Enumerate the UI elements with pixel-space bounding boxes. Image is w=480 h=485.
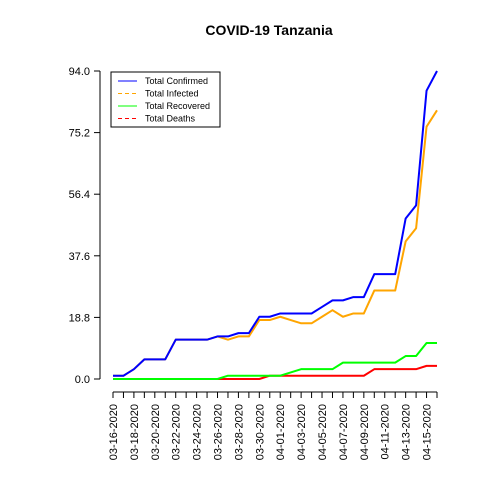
legend-label: Total Deaths [145, 114, 196, 124]
x-tick-label: 04-07-2020 [338, 404, 350, 460]
x-tick-label: 03-18-2020 [129, 404, 141, 460]
x-tick-label: 04-01-2020 [275, 404, 287, 460]
x-tick-label: 03-22-2020 [171, 404, 183, 460]
x-tick-label: 04-03-2020 [296, 404, 308, 460]
x-tick-label: 03-24-2020 [192, 404, 204, 460]
x-tick-label: 04-09-2020 [359, 404, 371, 460]
x-tick-label: 04-15-2020 [422, 404, 434, 460]
legend: Total Confirmed Total Infected Total Recov… [110, 71, 221, 128]
series-line-total-deaths [113, 364, 437, 380]
legend-label: Total Infected [145, 89, 199, 99]
y-tick-label: 18.8 [69, 312, 90, 324]
legend-label: Total Recovered [145, 101, 210, 111]
y-tick-label: 94.0 [69, 66, 90, 78]
series-line-total-confirmed [113, 70, 438, 377]
series-line-total-recovered [113, 341, 437, 380]
y-tick-label: 0.0 [75, 374, 90, 386]
y-tick-label: 56.4 [69, 189, 90, 201]
x-tick-label: 03-28-2020 [233, 404, 245, 460]
x-tick-label: 03-26-2020 [213, 404, 225, 460]
series-line-total-infected [113, 109, 438, 377]
x-tick-label: 03-20-2020 [150, 404, 162, 460]
y-tick-label: 37.6 [69, 251, 90, 263]
y-tick-label: 75.2 [69, 128, 90, 140]
chart-title: COVID-19 Tanzania [205, 22, 333, 38]
x-tick-label: 04-13-2020 [401, 404, 413, 460]
x-tick-label: 03-16-2020 [108, 404, 120, 460]
x-tick-label: 04-11-2020 [380, 404, 392, 459]
x-tick-label: 04-05-2020 [317, 404, 329, 460]
legend-label: Total Confirmed [145, 76, 208, 86]
x-tick-label: 03-30-2020 [254, 404, 266, 460]
